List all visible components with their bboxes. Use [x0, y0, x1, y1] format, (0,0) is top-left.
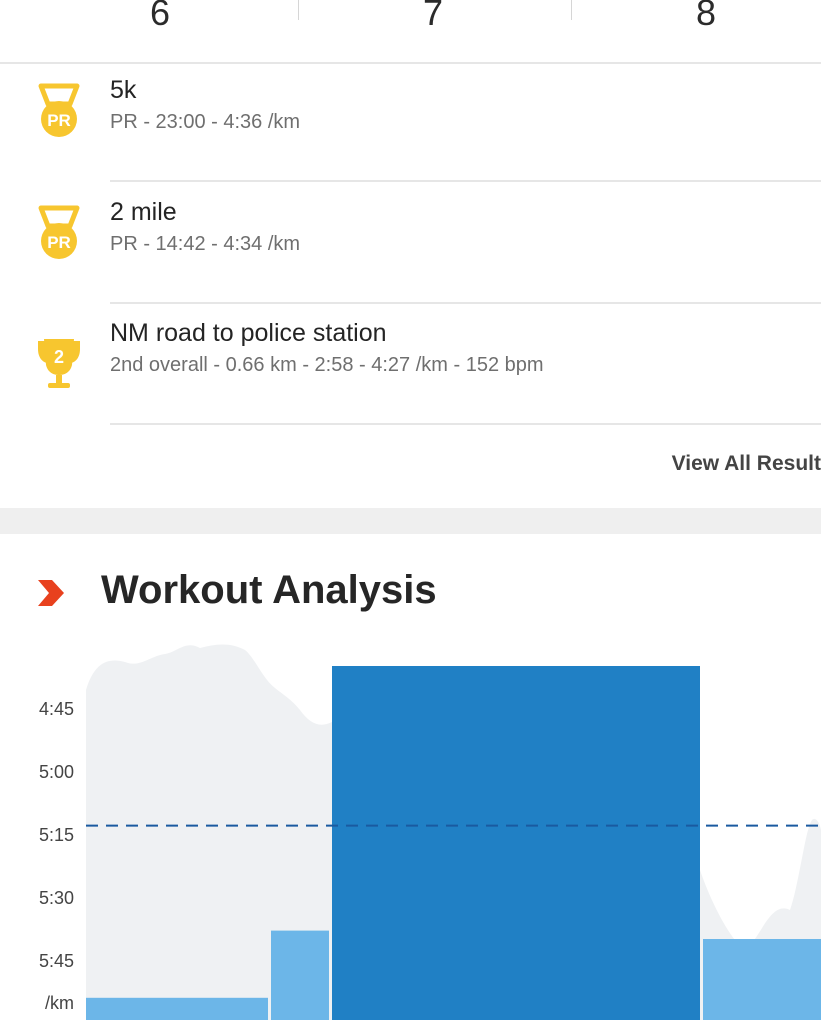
pace-trace-area — [86, 644, 332, 1020]
pr-medal-icon: PR — [38, 83, 80, 137]
pr-badge-text: PR — [47, 111, 71, 130]
pace-bar[interactable] — [332, 666, 700, 1020]
y-tick-label: 5:30 — [39, 888, 74, 908]
split-divider — [571, 0, 572, 20]
chevron-right-icon — [38, 580, 64, 606]
pace-bar[interactable] — [86, 997, 268, 1020]
trophy-badge-text: 2 — [54, 347, 64, 367]
achievement-title: 2 mile — [110, 198, 177, 226]
achievement-item[interactable]: PR 2 mile PR - 14:42 - 4:34 /km — [0, 184, 821, 304]
pace-chart[interactable]: 4:45 5:00 5:15 5:30 5:45/km — [0, 640, 821, 1024]
divider — [110, 423, 821, 425]
y-tick-label: 5:00 — [39, 762, 74, 782]
divider — [110, 302, 821, 304]
achievement-item[interactable]: 2 NM road to police station 2nd overall … — [0, 305, 821, 425]
achievement-title: NM road to police station — [110, 319, 387, 347]
pr-medal-icon: PR — [38, 205, 80, 259]
split-divider — [298, 0, 299, 20]
splits-row: 6 7 8 — [0, 0, 821, 64]
split-number[interactable]: 7 — [422, 0, 444, 33]
split-number[interactable]: 8 — [695, 0, 717, 33]
pr-badge-text: PR — [47, 233, 71, 252]
view-all-results-link[interactable]: View All Result — [671, 452, 821, 475]
achievement-subtitle: PR - 14:42 - 4:34 /km — [110, 233, 301, 255]
achievement-item[interactable]: PR 5k PR - 23:00 - 4:36 /km — [0, 62, 821, 182]
achievement-title: 5k — [110, 76, 137, 104]
pace-bar[interactable] — [703, 939, 821, 1020]
achievement-subtitle: PR - 23:00 - 4:36 /km — [110, 111, 301, 133]
y-tick-label: 4:45 — [39, 699, 74, 719]
split-number[interactable]: 6 — [149, 0, 171, 33]
section-separator — [0, 508, 821, 534]
divider — [110, 180, 821, 182]
y-tick-label: 5:45 — [39, 951, 74, 971]
pace-bar[interactable] — [271, 930, 329, 1020]
y-tick-label: 5:15 — [39, 825, 74, 845]
workout-analysis-title: Workout Analysis — [101, 568, 437, 612]
achievement-subtitle: 2nd overall - 0.66 km - 2:58 - 4:27 /km … — [110, 354, 544, 376]
y-unit-label: /km — [45, 993, 74, 1013]
trophy-icon: 2 — [38, 339, 80, 388]
